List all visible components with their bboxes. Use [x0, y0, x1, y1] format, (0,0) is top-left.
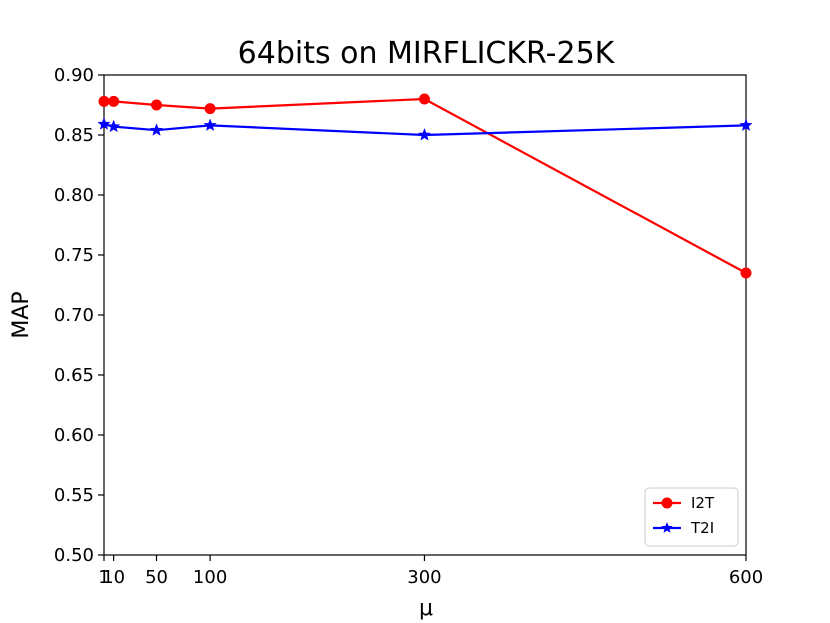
x-tick-label: 1 — [98, 567, 109, 588]
x-axis-label: μ — [419, 596, 433, 621]
series-i2t-point — [204, 103, 216, 115]
y-tick-label: 0.75 — [54, 245, 94, 266]
series-t2i-point — [150, 123, 164, 136]
series-t2i-point — [203, 118, 217, 131]
legend-label: I2T — [691, 494, 715, 512]
series-i2t-point — [740, 267, 752, 279]
y-tick-label: 0.80 — [54, 185, 94, 206]
y-tick-label: 0.55 — [54, 485, 94, 506]
series-t2i-point — [417, 128, 431, 141]
x-tick-label: 10 — [102, 567, 125, 588]
series-t2i — [97, 117, 753, 141]
x-axis: 110 50 100 300 600 — [98, 555, 763, 588]
series-t2i-point — [107, 119, 121, 133]
x-tick-label: 100 — [193, 567, 227, 588]
y-tick-label: 0.90 — [54, 65, 94, 86]
y-tick-label: 0.85 — [54, 125, 94, 146]
series-i2t-point — [98, 95, 110, 107]
x-tick-label: 600 — [729, 567, 763, 588]
chart-title: 64bits on MIRFLICKR-25K — [238, 36, 616, 71]
x-tick-label: 50 — [145, 567, 168, 588]
series-i2t-point — [108, 95, 120, 107]
y-axis: 0.50 0.55 0.60 0.65 0.70 0.75 0.80 0.85 0.90 — [54, 65, 104, 566]
x-tick-label: 300 — [407, 567, 441, 588]
plot-frame — [103, 74, 747, 556]
legend-marker — [661, 497, 673, 509]
legend-item-i2t: I2T — [653, 494, 715, 512]
series-i2t-point — [151, 99, 163, 111]
legend-item-t2i: T2I — [653, 519, 714, 537]
series-layer — [97, 93, 753, 279]
series-i2t — [98, 93, 752, 279]
series-t2i-point — [97, 117, 111, 130]
series-t2i-point — [739, 118, 753, 131]
y-tick-label: 0.70 — [54, 305, 94, 326]
legend-label: T2I — [690, 519, 714, 537]
y-tick-label: 0.50 — [54, 545, 94, 566]
y-axis-label: MAP — [9, 291, 34, 338]
series-i2t-line — [104, 97, 747, 274]
y-tick-label: 0.60 — [54, 425, 94, 446]
plot-area — [103, 74, 747, 556]
legend-marker — [661, 522, 673, 533]
y-tick-label: 0.65 — [54, 365, 94, 386]
series-i2t-point — [418, 93, 430, 105]
